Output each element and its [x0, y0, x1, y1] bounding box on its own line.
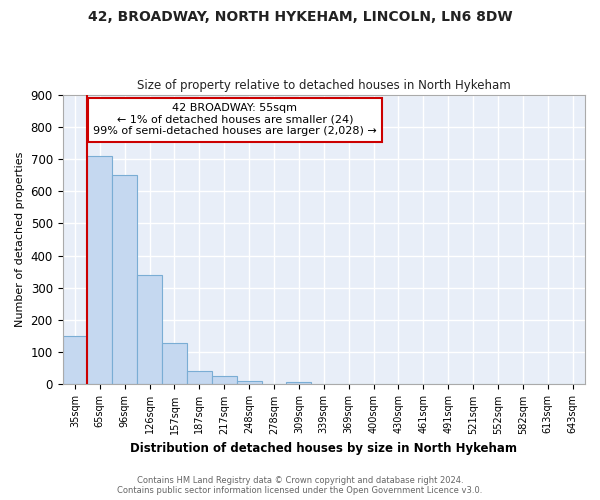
Text: 42 BROADWAY: 55sqm
← 1% of detached houses are smaller (24)
99% of semi-detached: 42 BROADWAY: 55sqm ← 1% of detached hous…	[93, 104, 377, 136]
Bar	[88, 156, 112, 384]
Text: Contains HM Land Registry data © Crown copyright and database right 2024.
Contai: Contains HM Land Registry data © Crown c…	[118, 476, 482, 495]
Bar	[112, 175, 137, 384]
Bar	[212, 376, 236, 384]
Bar	[187, 371, 212, 384]
X-axis label: Distribution of detached houses by size in North Hykeham: Distribution of detached houses by size …	[130, 442, 517, 455]
Text: 42, BROADWAY, NORTH HYKEHAM, LINCOLN, LN6 8DW: 42, BROADWAY, NORTH HYKEHAM, LINCOLN, LN…	[88, 10, 512, 24]
Bar	[62, 336, 88, 384]
Bar	[137, 275, 162, 384]
Y-axis label: Number of detached properties: Number of detached properties	[15, 152, 25, 327]
Bar	[162, 342, 187, 384]
Bar	[286, 382, 311, 384]
Bar	[236, 381, 262, 384]
Title: Size of property relative to detached houses in North Hykeham: Size of property relative to detached ho…	[137, 79, 511, 92]
